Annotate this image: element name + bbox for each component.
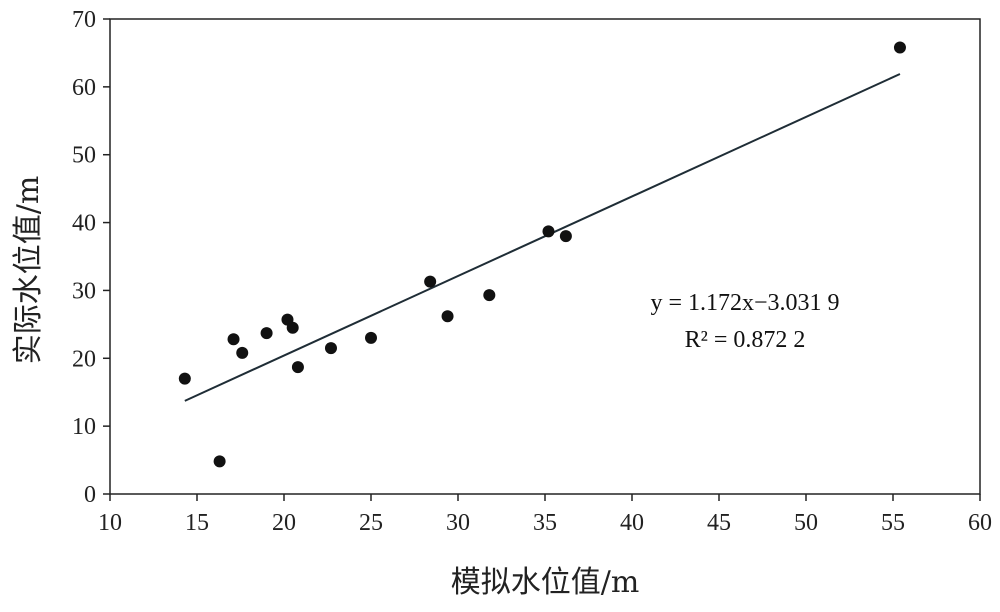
trendline (184, 73, 901, 402)
data-point (286, 321, 299, 334)
x-tick-label: 40 (620, 510, 644, 536)
x-tick-label: 55 (881, 510, 905, 536)
x-axis-title: 模拟水位值/m (451, 565, 640, 600)
data-point (260, 327, 273, 340)
data-point (324, 342, 337, 355)
x-tick-label: 10 (98, 510, 122, 536)
x-tick-label: 25 (359, 510, 383, 536)
data-point (441, 310, 454, 323)
data-point (559, 230, 572, 243)
x-tick-label: 30 (446, 510, 470, 536)
regression-equation: y = 1.172x−3.031 9 (650, 290, 839, 316)
y-tick-label: 30 (72, 278, 96, 304)
data-point (236, 346, 249, 359)
data-point (178, 372, 191, 385)
x-axis: 10 15 20 25 30 35 40 45 50 55 60 (98, 494, 992, 536)
plot-frame (109, 18, 981, 495)
y-tick-label: 50 (72, 143, 96, 169)
data-point (483, 289, 496, 302)
data-point (365, 331, 377, 344)
x-tick-label: 45 (707, 510, 731, 536)
data-point (291, 361, 304, 374)
y-tick-label: 40 (72, 211, 96, 237)
x-tick-label: 35 (533, 510, 557, 536)
data-points (178, 41, 906, 468)
x-tick-label: 20 (272, 510, 296, 536)
y-tick-label: 20 (72, 346, 96, 372)
y-axis-title: 实际水位值/m (11, 176, 46, 365)
data-point (893, 41, 906, 54)
data-point (213, 455, 226, 468)
r-squared-label: R² = 0.872 2 (685, 327, 806, 353)
y-tick-label: 10 (72, 414, 96, 440)
y-tick-label: 0 (84, 482, 96, 508)
y-tick-label: 60 (72, 75, 96, 101)
x-tick-label: 60 (968, 510, 992, 536)
plot-area (109, 18, 981, 495)
data-point (424, 275, 437, 288)
y-tick-label: 70 (72, 7, 96, 33)
x-tick-label: 15 (185, 510, 209, 536)
y-axis: 0 10 20 30 40 50 60 70 (72, 7, 110, 508)
x-tick-label: 50 (794, 510, 818, 536)
data-point (227, 333, 240, 346)
data-point (542, 225, 555, 238)
trendline-group (184, 73, 901, 402)
